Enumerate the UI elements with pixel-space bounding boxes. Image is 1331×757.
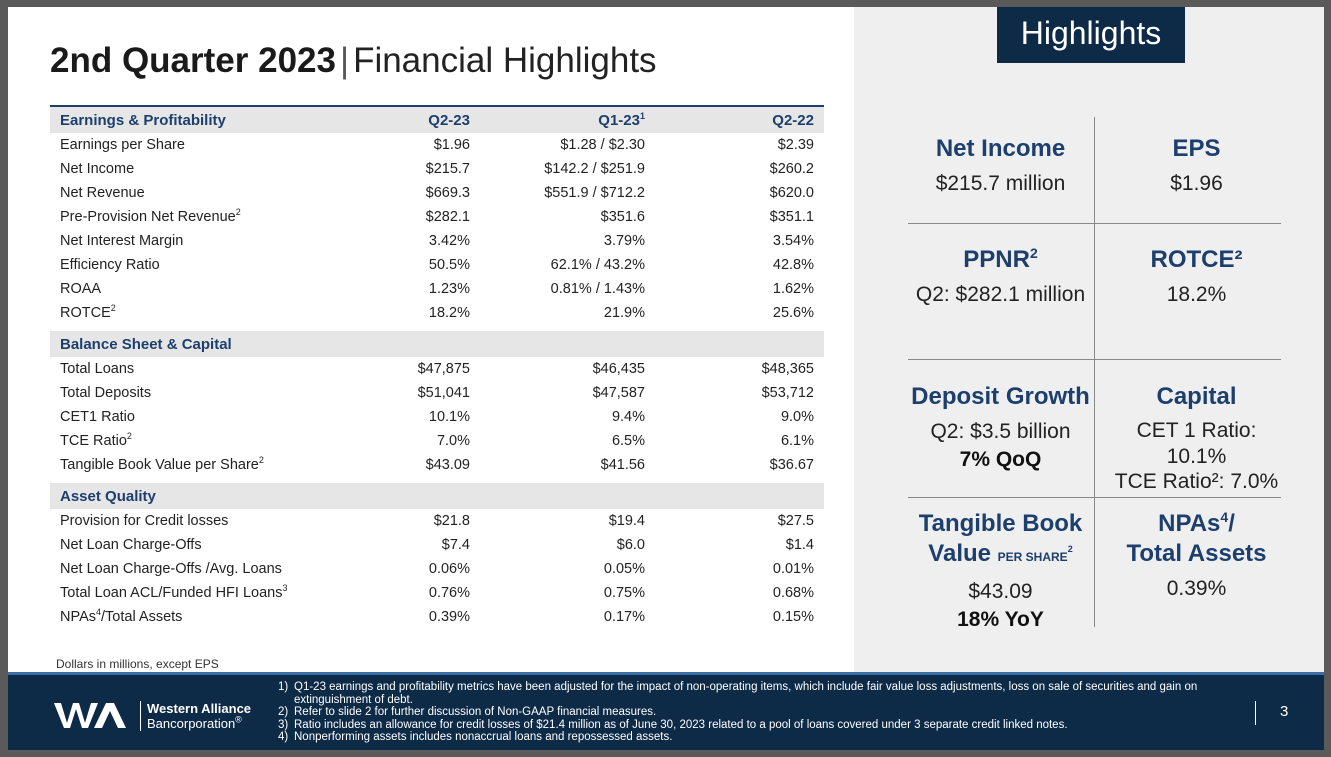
table-row: Net Loan Charge-Offs $7.4 $6.0 $1.4 bbox=[60, 537, 814, 553]
col-q1-23: Q1-231 bbox=[480, 105, 655, 133]
panel-divider-vertical bbox=[1094, 117, 1095, 627]
table-row: Net Interest Margin 3.42% 3.79% 3.54% bbox=[60, 233, 814, 249]
section-balance: Balance Sheet & Capital bbox=[50, 331, 824, 357]
highlight-npas: NPAs4/ Total Assets 0.39% bbox=[1126, 509, 1267, 600]
panel-divider bbox=[908, 497, 1281, 498]
highlight-rotce: ROTCE² 18.2% bbox=[1150, 246, 1243, 306]
highlight-net-income: Net Income $215.7 million bbox=[935, 135, 1066, 195]
slide: 2nd Quarter 2023 | Financial Highlights Ea… bbox=[8, 7, 1324, 750]
company-logo: Western Alliance Bancorporation® bbox=[54, 697, 284, 733]
page-number-divider bbox=[1255, 701, 1256, 725]
page-title: 2nd Quarter 2023 | Financial Highlights bbox=[50, 41, 657, 80]
highlight-deposit-growth: Deposit Growth Q2: $3.5 billion 7% QoQ bbox=[911, 383, 1090, 471]
footnote: 4) Nonperforming assets includes nonaccru… bbox=[278, 731, 673, 743]
col-q2-23: Q2-23 bbox=[350, 105, 480, 133]
panel-divider bbox=[908, 359, 1281, 360]
table-row: Total Loans $47,875 $46,435 $48,365 bbox=[60, 361, 814, 377]
table-row: Net Revenue $669.3 $551.9 / $712.2 $620.0 bbox=[60, 185, 814, 201]
highlight-capital: Capital CET 1 Ratio: 10.1% TCE Ratio²: 7… bbox=[1114, 383, 1279, 493]
table-row: Provision for Credit losses $21.8 $19.4 $27… bbox=[60, 513, 814, 529]
table-row: Tangible Book Value per Share2 $43.09 $41.… bbox=[60, 455, 814, 473]
footnote: 1) Q1-23 earnings and profitability metri… bbox=[278, 681, 1198, 706]
highlight-tangible-book: Tangible Book Value PER SHARE2 $43.09 18… bbox=[918, 510, 1083, 631]
wa-logo-icon bbox=[54, 703, 126, 728]
units-note: Dollars in millions, except EPS bbox=[56, 657, 219, 671]
table-header-row: Earnings & Profitability Q2-23 Q1-231 Q2… bbox=[50, 105, 824, 133]
table-row: Total Deposits $51,041 $47,587 $53,712 bbox=[60, 385, 814, 401]
col-q2-22: Q2-22 bbox=[655, 105, 824, 133]
table-row: Earnings per Share $1.96 $1.28 / $2.30 $2.3… bbox=[60, 137, 814, 153]
section-asset: Asset Quality bbox=[50, 483, 824, 509]
section-row: Asset Quality bbox=[50, 483, 824, 509]
financial-table: Earnings & Profitability Q2-23 Q1-231 Q2… bbox=[50, 105, 824, 629]
table-row: Net Income $215.7 $142.2 / $251.9 $260.2 bbox=[60, 161, 814, 177]
table-row: Net Loan Charge-Offs /Avg. Loans 0.06% 0.0… bbox=[60, 561, 814, 577]
table-row: CET1 Ratio 10.1% 9.4% 9.0% bbox=[60, 409, 814, 425]
footnote: 2) Refer to slide 2 for further discussio… bbox=[278, 706, 657, 718]
footer: Western Alliance Bancorporation® 1) Q1-23… bbox=[8, 672, 1324, 750]
highlights-tag: Highlights bbox=[997, 7, 1185, 63]
table-row: Pre-Provision Net Revenue2 $282.1 $351.6 $3… bbox=[60, 207, 814, 225]
table-row: NPAs4/Total Assets 0.39% 0.17% 0.15% bbox=[60, 607, 814, 625]
table-row: ROTCE2 18.2% 21.9% 25.6% bbox=[60, 303, 814, 321]
highlight-eps: EPS $1.96 bbox=[1170, 135, 1223, 195]
table-row: Efficiency Ratio 50.5% 62.1% / 43.2% 42.8% bbox=[60, 257, 814, 273]
footnotes: 1) Q1-23 earnings and profitability metri… bbox=[278, 681, 1238, 744]
table-row: ROAA 1.23% 0.81% / 1.43% 1.62% bbox=[60, 281, 814, 297]
footnote: 3) Ratio includes an allowance for credit… bbox=[278, 718, 1068, 731]
section-row: Balance Sheet & Capital bbox=[50, 331, 824, 357]
highlights-panel: Highlights Net Income $215.7 million EPS… bbox=[854, 7, 1324, 672]
highlight-ppnr: PPNR2 Q2: $282.1 million bbox=[915, 245, 1086, 306]
section-earnings: Earnings & Profitability bbox=[50, 105, 350, 133]
page-number: 3 bbox=[1280, 703, 1289, 720]
panel-divider bbox=[908, 223, 1281, 224]
table-row: TCE Ratio2 7.0% 6.5% 6.1% bbox=[60, 431, 814, 449]
table-row: Total Loan ACL/Funded HFI Loans3 0.76% 0.7… bbox=[60, 583, 814, 601]
